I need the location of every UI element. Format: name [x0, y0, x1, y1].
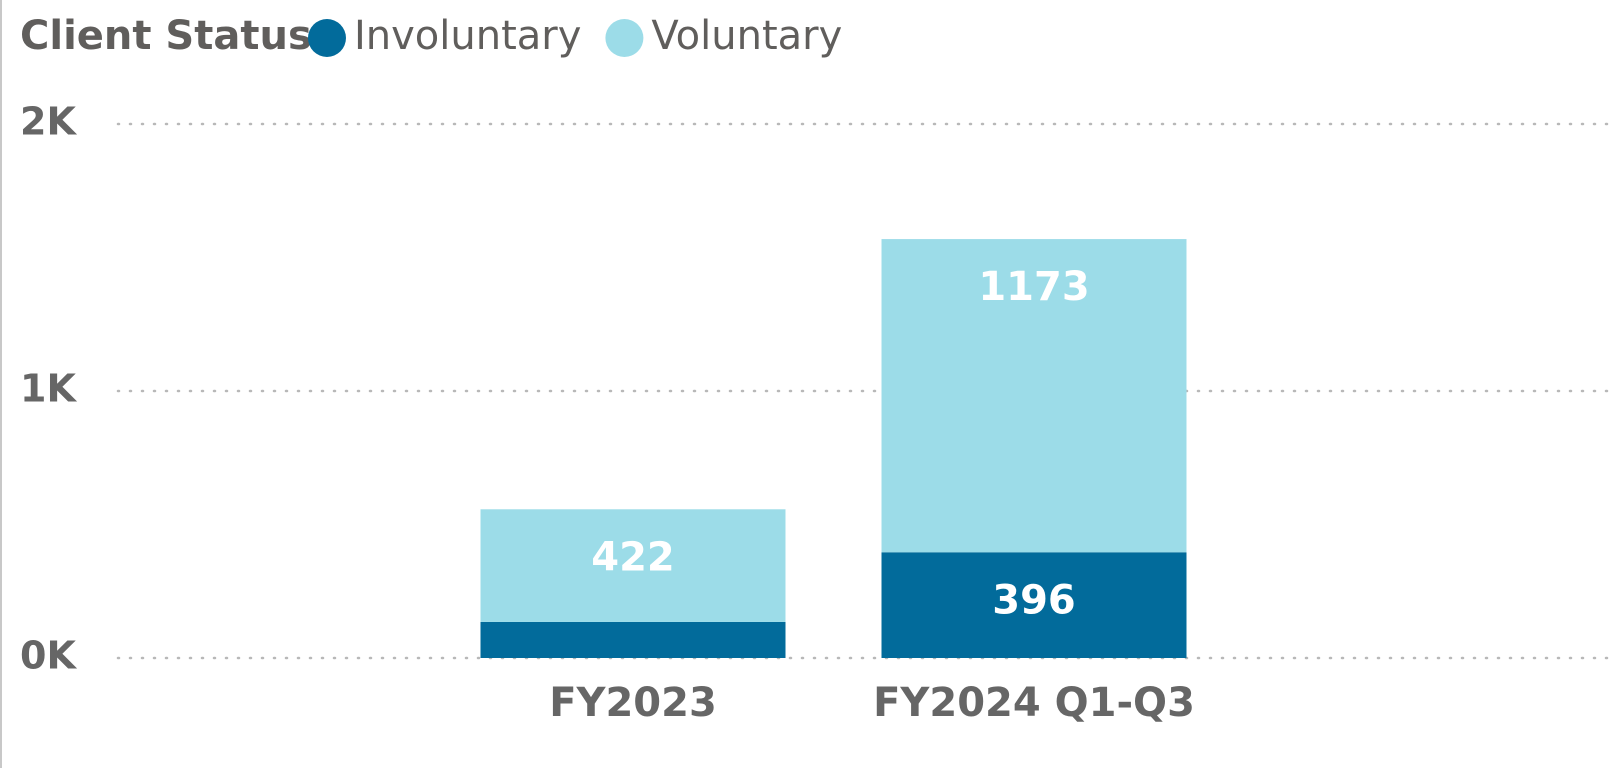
legend-title: Client Status — [20, 13, 312, 59]
y-tick-label: 1K — [20, 367, 77, 411]
y-tick-label: 2K — [20, 100, 77, 144]
x-tick-label: FY2024 Q1-Q3 — [873, 680, 1195, 726]
data-label: 396 — [992, 577, 1076, 623]
data-label: 422 — [591, 534, 675, 580]
bar-segment — [480, 621, 786, 658]
data-label: 1173 — [978, 264, 1089, 310]
legend-label: Voluntary — [651, 13, 842, 59]
legend-marker — [307, 19, 346, 57]
legend-label: Involuntary — [354, 13, 581, 59]
bar-segment — [881, 239, 1187, 553]
legend-marker — [605, 19, 644, 57]
bar-segment — [480, 509, 786, 622]
y-tick-label: 0K — [20, 634, 77, 678]
bar-segment — [881, 552, 1187, 658]
x-tick-label: FY2023 — [549, 680, 717, 726]
